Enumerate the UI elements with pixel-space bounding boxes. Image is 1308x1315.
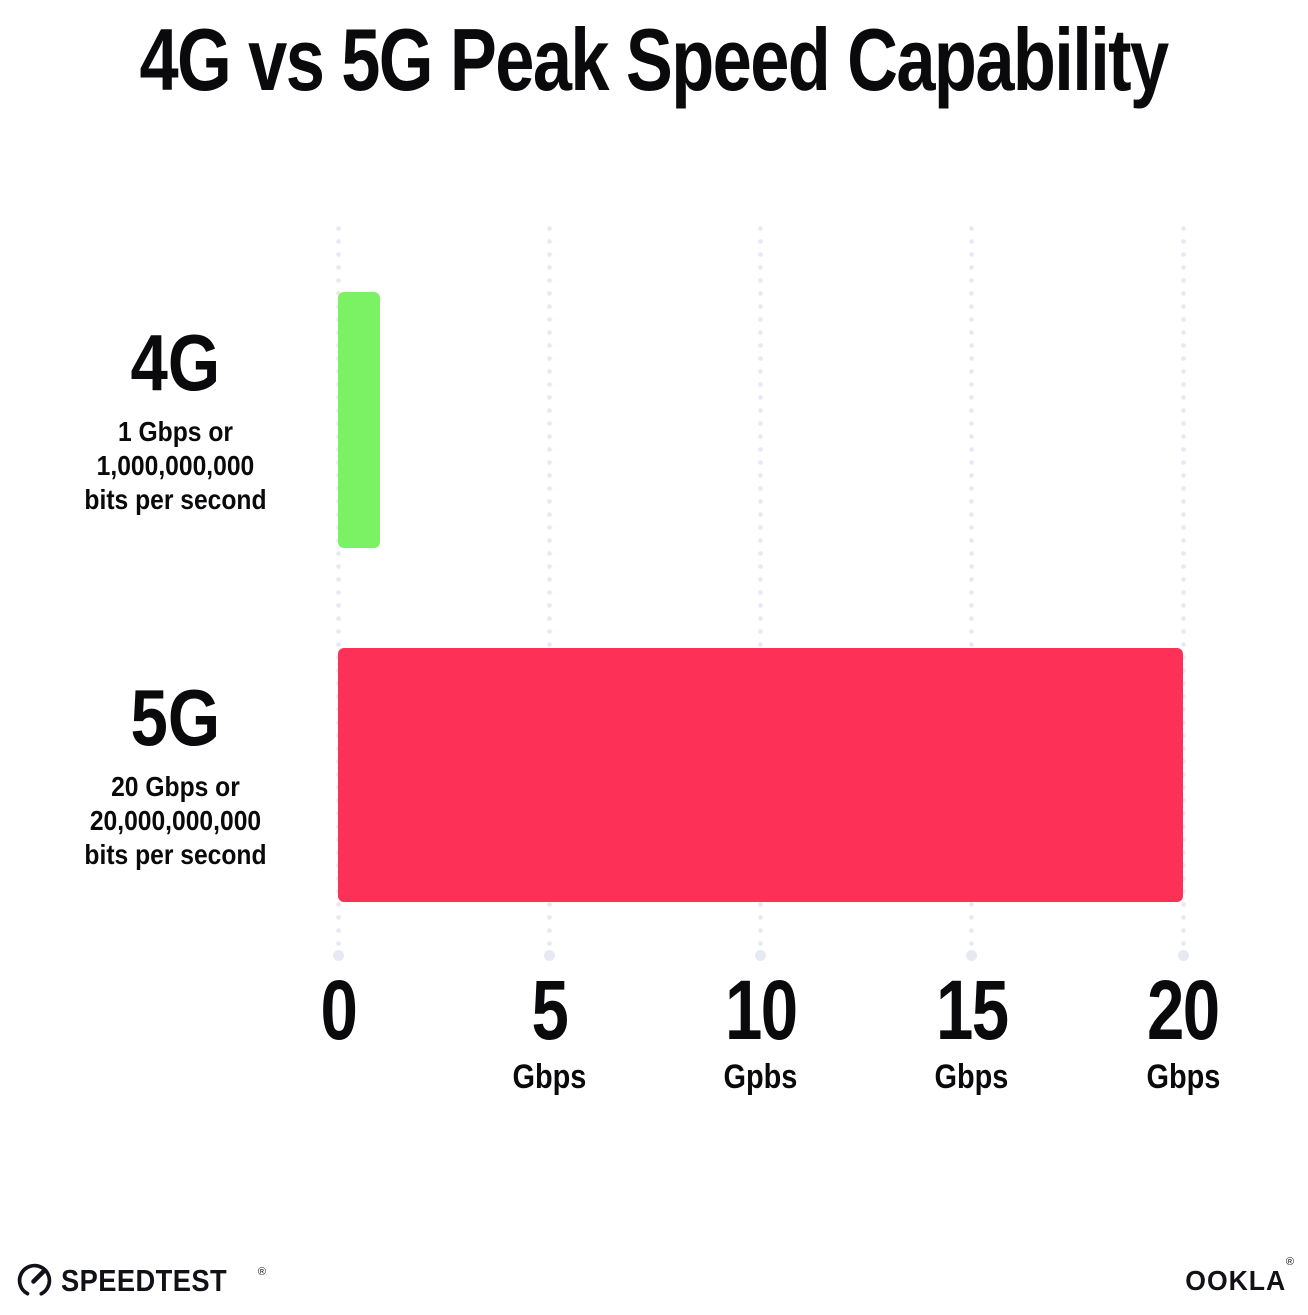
gridline-10: [755, 222, 766, 961]
category-label-4g: 4G 1 Gbps or 1,000,000,000 bits per second: [40, 292, 310, 548]
x-tick-20: 20 Gbps: [1083, 968, 1283, 1094]
gridline-end-dot: [332, 950, 344, 961]
x-tick-5: 5 Gbps: [449, 968, 649, 1094]
x-tick-unit-text: Gpbs: [723, 1058, 798, 1096]
gridline-5: [543, 222, 555, 961]
x-tick-value: 0: [320, 963, 357, 1057]
x-tick-0: 0: [238, 968, 438, 1052]
x-tick-unit: Gpbs: [661, 1060, 861, 1094]
gridline-end-dot: [543, 950, 555, 961]
category-name: 4G: [130, 318, 220, 407]
chart-title-text: 4G vs 5G Peak Speed Capability: [139, 10, 1170, 109]
x-tick-value: 15: [935, 963, 1009, 1057]
x-tick-15: 15 Gbps: [872, 968, 1072, 1094]
category-sublabel-line: bits per second: [83, 839, 267, 870]
category-sublabel-line: 1,000,000,000: [96, 450, 254, 481]
category-sublabel: 20 Gbps or 20,000,000,000 bits per second: [84, 770, 266, 872]
category-label-5g: 5G 20 Gbps or 20,000,000,000 bits per secon…: [40, 648, 310, 902]
x-tick-unit-text: Gbps: [512, 1058, 587, 1096]
gridline-end-dot: [1177, 950, 1189, 961]
category-sublabel-line: bits per second: [83, 484, 267, 515]
x-tick-unit: Gbps: [1083, 1060, 1283, 1094]
ookla-wordmark: OOKLA: [1185, 1264, 1286, 1296]
x-tick-value: 10: [724, 963, 798, 1057]
category-name: 5G: [130, 673, 220, 762]
x-tick-unit-text: Gbps: [1146, 1058, 1220, 1096]
ookla-logo: OOKLA ®: [1180, 1256, 1294, 1297]
footer: SPEEDTEST ® OOKLA ®: [16, 1256, 1294, 1299]
speedtest-logo: SPEEDTEST ®: [16, 1262, 266, 1299]
x-tick-unit-text: Gbps: [934, 1058, 1009, 1096]
category-sublabel-line: 20 Gbps or: [110, 771, 240, 802]
gridline-20: [1177, 222, 1189, 961]
chart-title: 4G vs 5G Peak Speed Capability: [0, 10, 1308, 109]
gridline-15: [966, 222, 978, 961]
speedtest-wordmark: SPEEDTEST: [61, 1262, 228, 1298]
category-sublabel: 1 Gbps or 1,000,000,000 bits per second: [84, 415, 266, 517]
gridline-end-dot: [755, 950, 766, 961]
x-tick-value: 5: [531, 963, 568, 1057]
x-tick-value: 20: [1147, 963, 1220, 1057]
gridline-end-dot: [966, 950, 978, 961]
category-sublabel-line: 1 Gbps or: [117, 416, 233, 447]
bar-4g: [338, 292, 381, 548]
gridline-0: [332, 222, 344, 961]
x-tick-10: 10 Gpbs: [661, 968, 861, 1094]
x-tick-unit: Gbps: [872, 1060, 1072, 1094]
plot-area: [332, 222, 1189, 961]
ookla-registered-mark: ®: [1285, 1255, 1294, 1268]
speedtest-registered-mark: ®: [257, 1265, 266, 1278]
speedtest-gauge-icon: [17, 1263, 52, 1298]
x-tick-unit: Gbps: [449, 1060, 649, 1094]
category-sublabel-line: 20,000,000,000: [89, 805, 261, 836]
bar-5g: [338, 648, 1183, 902]
